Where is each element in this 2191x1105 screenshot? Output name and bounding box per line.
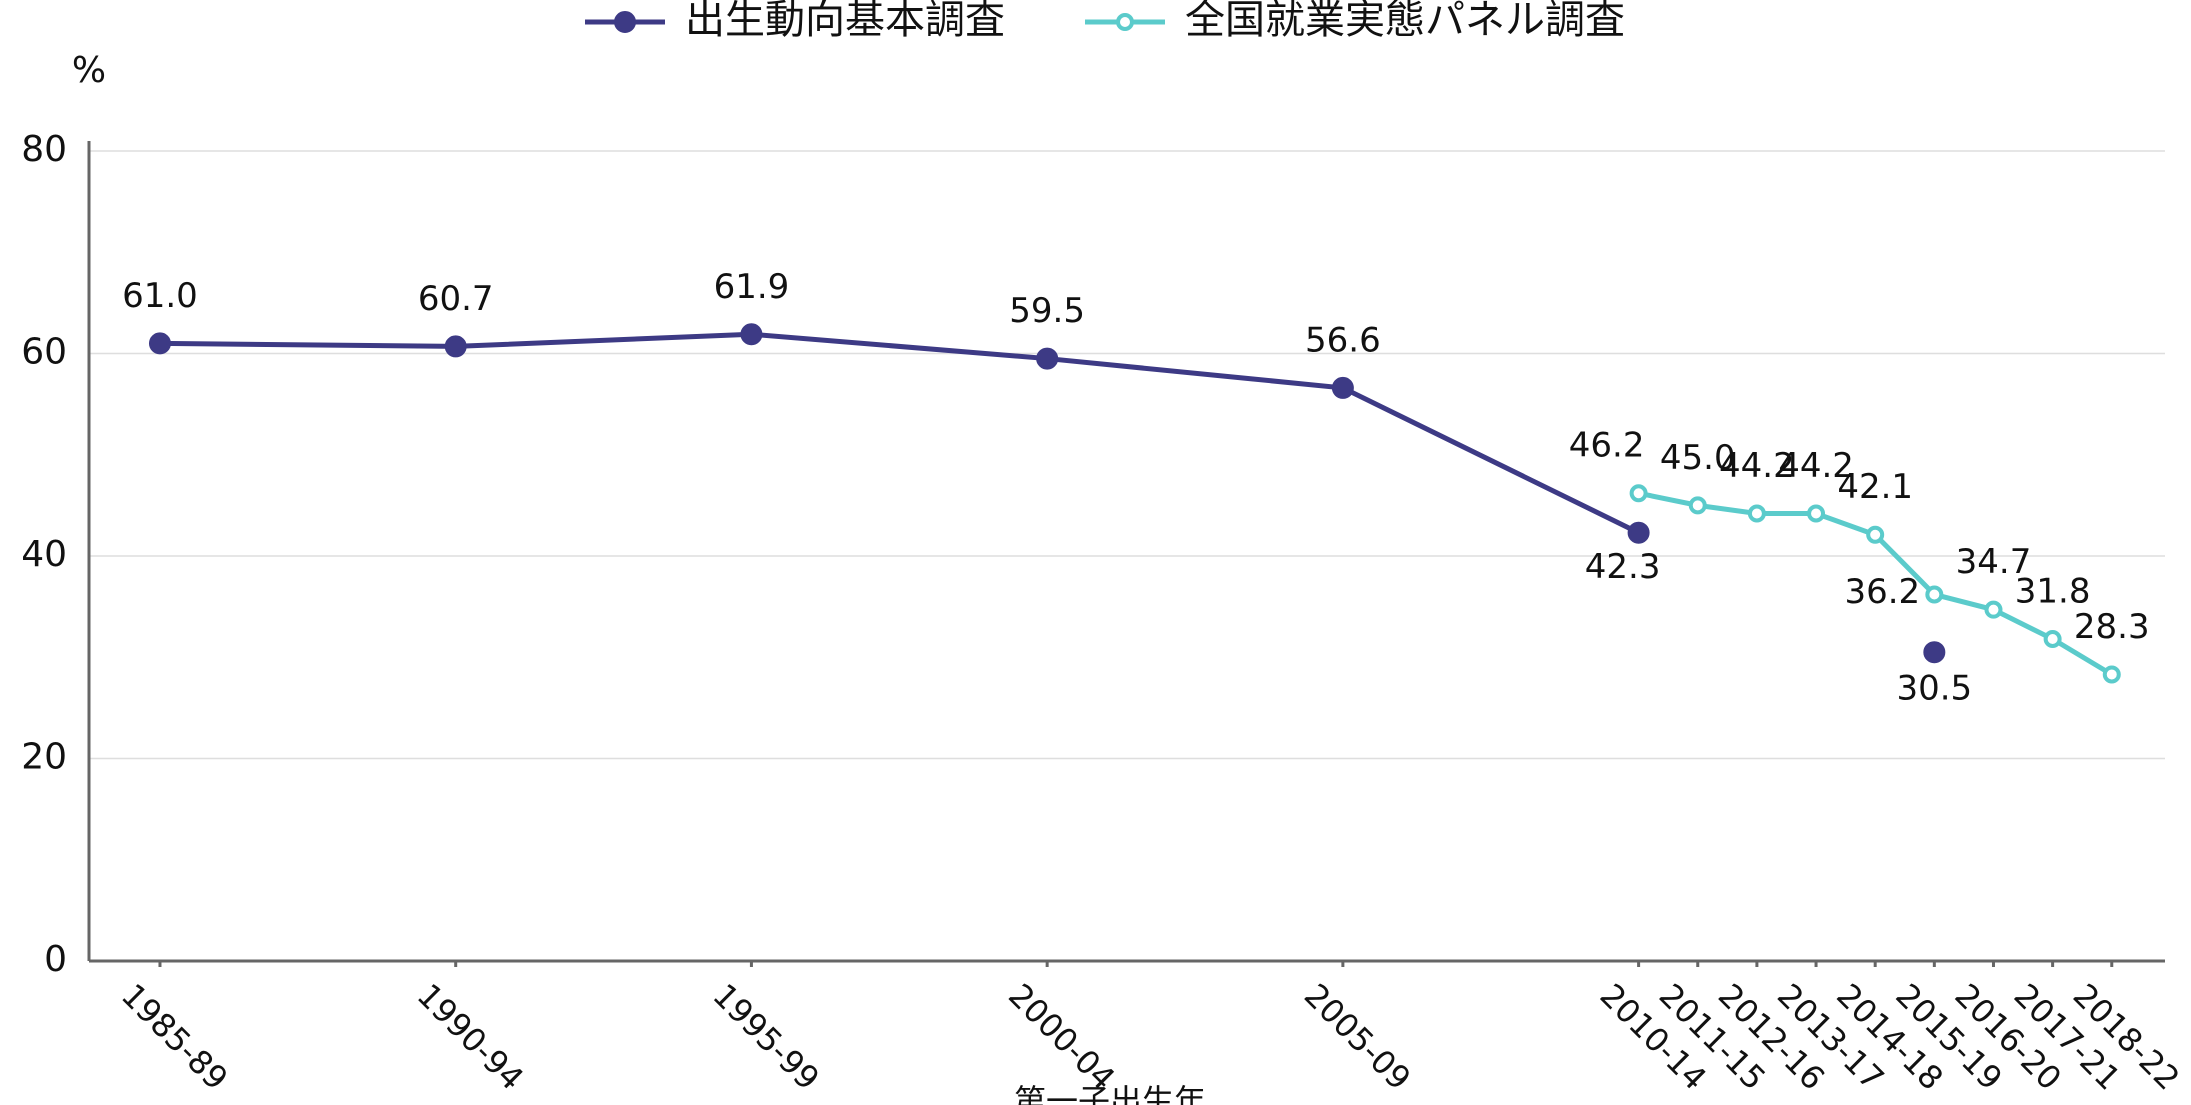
- x-tick-label: 1990-94: [410, 976, 531, 1097]
- data-point: [444, 335, 467, 358]
- x-tick-label: 1995-99: [705, 976, 826, 1097]
- x-axis-label: 第一子出生年: [1014, 1082, 1206, 1105]
- data-label: 46.2: [1569, 426, 1645, 466]
- data-label: 42.3: [1585, 547, 1661, 587]
- y-tick-label: 80: [21, 129, 67, 170]
- data-point: [2102, 665, 2121, 684]
- data-label: 61.0: [122, 276, 198, 316]
- data-point: [1688, 496, 1707, 515]
- data-label: 56.6: [1305, 320, 1381, 360]
- data-label: 30.5: [1896, 669, 1972, 709]
- data-label: 28.3: [2074, 607, 2150, 647]
- legend-marker: [1116, 13, 1134, 31]
- data-point: [1629, 484, 1648, 503]
- legend-label: 出生動向基本調査: [685, 0, 1005, 43]
- y-tick-label: 60: [21, 332, 67, 373]
- data-label: 42.1: [1837, 467, 1913, 507]
- data-label: 36.2: [1844, 572, 1920, 612]
- data-label: 45.0: [1660, 438, 1736, 478]
- data-point: [1866, 525, 1885, 544]
- legend: 出生動向基本調査 全国就業実態パネル調査: [585, 0, 1625, 43]
- data-point: [1036, 347, 1059, 370]
- data-label: 44.2: [1719, 446, 1795, 486]
- series-line: [160, 334, 1934, 652]
- data-point: [2043, 630, 2062, 649]
- data-label: 59.5: [1009, 291, 1085, 331]
- x-tick-label: 2005-09: [1297, 976, 1418, 1097]
- data-point: [1923, 641, 1946, 664]
- y-axis-label: %: [72, 50, 106, 91]
- y-tick-label: 0: [44, 939, 67, 980]
- legend-marker: [614, 11, 636, 33]
- data-point: [1331, 376, 1354, 399]
- data-label: 61.9: [714, 267, 790, 307]
- y-tick-label: 20: [21, 737, 67, 778]
- data-point: [740, 323, 763, 346]
- data-point: [1984, 600, 2003, 619]
- data-point: [148, 332, 171, 355]
- data-label: 31.8: [2015, 572, 2091, 612]
- legend-label: 全国就業実態パネル調査: [1185, 0, 1625, 43]
- data-point: [1747, 504, 1766, 523]
- data-point: [1627, 521, 1650, 544]
- data-label: 60.7: [418, 279, 494, 319]
- x-tick-label: 1985-89: [114, 976, 235, 1097]
- data-point: [1925, 585, 1944, 604]
- data-point: [1807, 504, 1826, 523]
- x-tick-label: 2000-04: [1001, 976, 1122, 1097]
- data-label: 44.2: [1778, 446, 1854, 486]
- y-tick-label: 40: [21, 534, 67, 575]
- data-label: 34.7: [1956, 542, 2032, 582]
